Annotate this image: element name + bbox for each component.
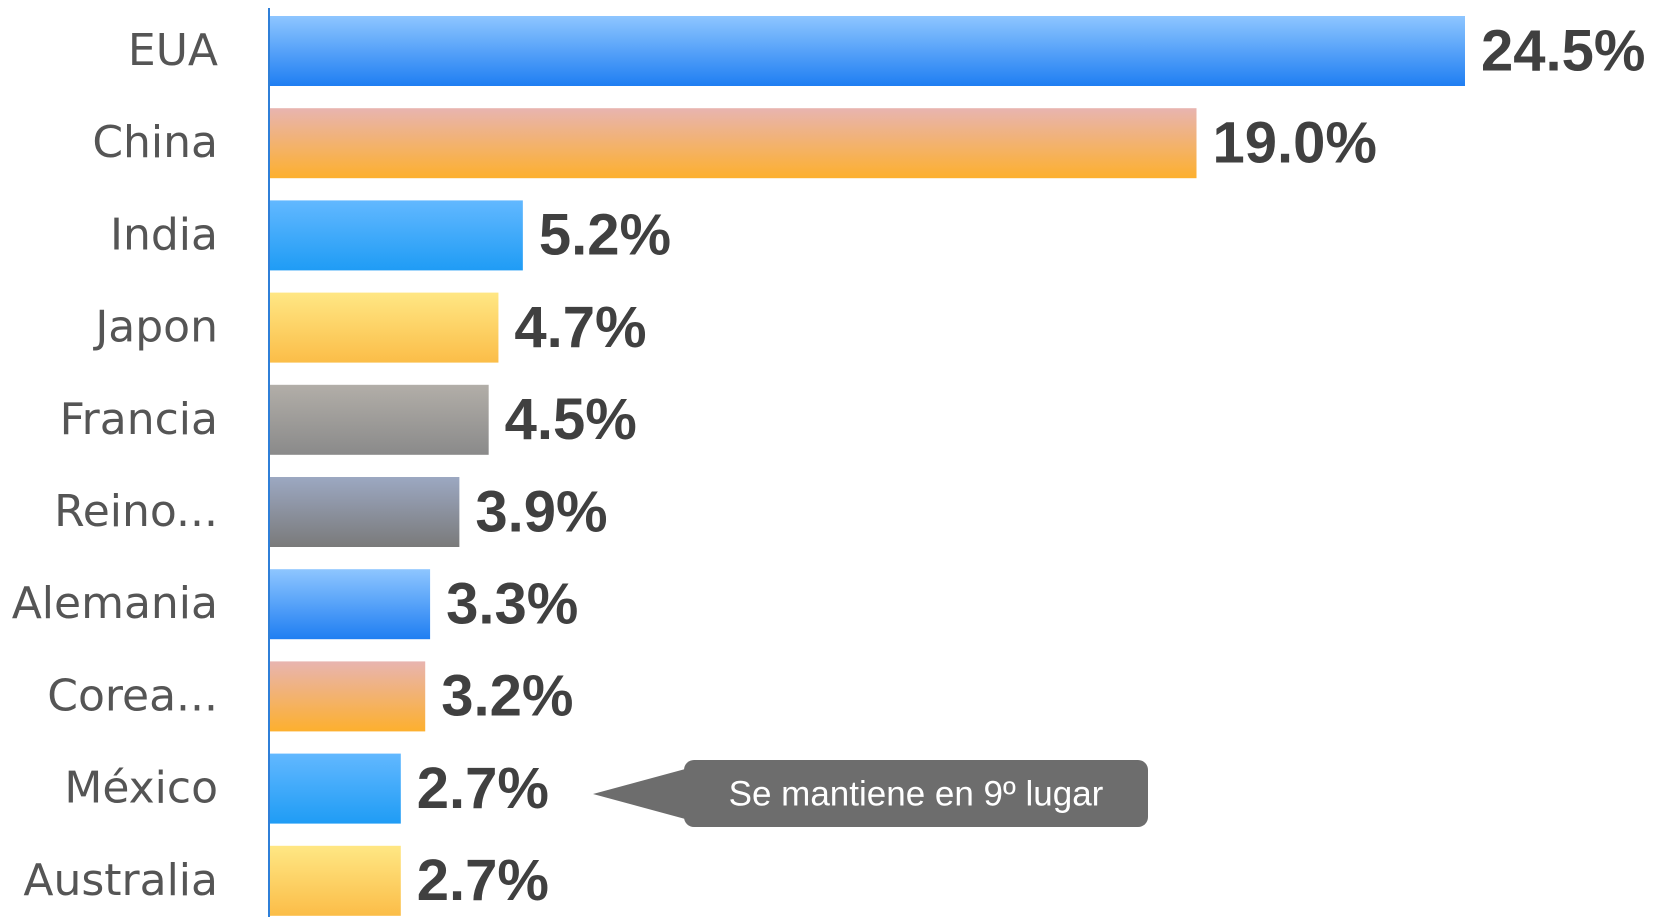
category-label: México [64, 763, 218, 814]
bar [270, 16, 1465, 86]
bar [270, 384, 489, 455]
bar [270, 477, 460, 547]
callout-box [684, 760, 1148, 827]
category-label: Francia [60, 394, 218, 445]
bar [270, 200, 523, 271]
category-label: Australia [23, 855, 218, 906]
bar [270, 753, 401, 824]
category-label: EUA [128, 25, 218, 76]
category-label: Alemania [12, 578, 218, 629]
category-label: Japon [92, 302, 218, 353]
callout-pointer [593, 765, 700, 823]
category-label: China [92, 117, 218, 168]
annotation-text: Se mantiene en 9º lugar [729, 774, 1104, 813]
value-label: 2.7% [417, 848, 549, 913]
bar [270, 108, 1197, 179]
category-label: India [110, 209, 218, 260]
value-label: 4.5% [505, 387, 637, 452]
bar [270, 845, 401, 916]
category-label: Corea... [47, 670, 218, 721]
value-label: 3.9% [475, 479, 607, 544]
value-label: 19.0% [1213, 111, 1377, 176]
value-label: 3.3% [446, 572, 578, 637]
annotation: Se mantiene en 9º lugar [593, 760, 1148, 827]
category-label: Reino... [54, 486, 218, 537]
bar [270, 292, 499, 363]
bar [270, 661, 426, 732]
value-label: 5.2% [539, 203, 671, 268]
value-label: 2.7% [417, 756, 549, 821]
value-label: 4.7% [514, 295, 646, 360]
value-label: 3.2% [441, 664, 573, 729]
bar [270, 569, 431, 640]
value-label: 24.5% [1481, 18, 1645, 83]
